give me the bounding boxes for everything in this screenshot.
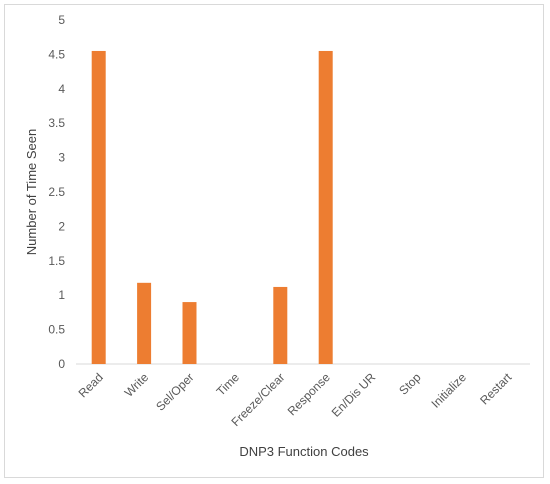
x-tick-label: Write <box>122 370 152 400</box>
x-tick-label: En/Dis UR <box>329 370 379 420</box>
y-tick-label: 1 <box>58 288 65 302</box>
x-tick-label: Time <box>214 370 243 399</box>
x-axis-title: DNP3 Function Codes <box>239 444 369 459</box>
bar-series <box>91 50 333 365</box>
y-tick-label: 4.5 <box>48 47 65 61</box>
x-tick-label: Response <box>285 370 333 418</box>
bar <box>91 50 106 365</box>
bar <box>182 302 197 364</box>
y-axis-ticks: 0 0.5 1 1.5 2 2.5 3 3.5 4 4.5 5 <box>48 13 65 371</box>
x-tick-label: Initialize <box>428 370 469 411</box>
y-tick-label: 1.5 <box>48 254 65 268</box>
x-tick-label: Stop <box>396 370 424 398</box>
x-tick-label: Restart <box>477 370 515 408</box>
y-tick-label: 5 <box>58 13 65 27</box>
y-tick-label: 3 <box>58 151 65 165</box>
bar <box>137 282 152 364</box>
y-tick-label: 2 <box>58 219 65 233</box>
x-tick-label: Read <box>76 370 106 400</box>
y-tick-label: 4 <box>58 82 65 96</box>
x-axis-ticks: Read Write Sel/Oper TimeFreeze/ClearRespons… <box>76 370 515 429</box>
bar <box>318 50 333 365</box>
x-tick-label: Sel/Oper <box>153 370 196 413</box>
y-tick-label: 3.5 <box>48 116 65 130</box>
y-tick-label: 0.5 <box>48 323 65 337</box>
y-axis-title: Number of Time Seen <box>24 129 39 255</box>
bar <box>273 286 288 364</box>
y-tick-label: 2.5 <box>48 185 65 199</box>
y-tick-label: 0 <box>58 357 65 371</box>
